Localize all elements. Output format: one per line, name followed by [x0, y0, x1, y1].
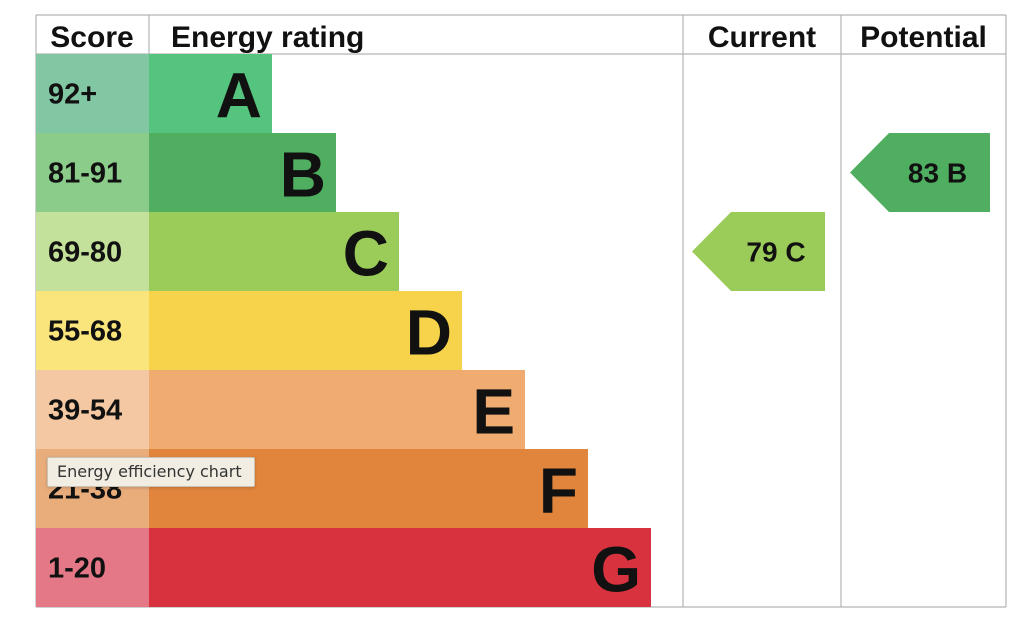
- header-energy-rating: Energy rating: [171, 21, 364, 54]
- potential-rating-label: 83 B: [908, 158, 967, 189]
- score-label: 55-68: [48, 316, 122, 348]
- score-cell: [36, 528, 149, 607]
- band-letter: E: [472, 376, 515, 448]
- current-rating-arrow: [692, 212, 825, 291]
- score-label: 81-91: [48, 158, 122, 190]
- score-label: 39-54: [48, 395, 122, 427]
- band-letter: C: [343, 218, 389, 290]
- tooltip: Energy efficiency chart: [47, 457, 255, 487]
- current-rating-label: 79 C: [746, 237, 805, 268]
- score-label: 92+: [48, 79, 97, 111]
- band-letter: B: [280, 139, 326, 211]
- score-cell: [36, 291, 149, 370]
- band-bar-a: [149, 54, 272, 133]
- band-letter: G: [591, 534, 641, 606]
- band-letter: D: [406, 297, 452, 369]
- band-bar-c: [149, 212, 399, 291]
- score-cell: [36, 212, 149, 291]
- score-label: 69-80: [48, 237, 122, 269]
- header-potential: Potential: [860, 21, 987, 54]
- band-letter: F: [539, 455, 578, 527]
- score-cell: [36, 370, 149, 449]
- score-cell: [36, 133, 149, 212]
- potential-rating-arrow: [850, 133, 990, 212]
- header-current: Current: [708, 21, 816, 54]
- band-bar-e: [149, 370, 525, 449]
- band-bar-b: [149, 133, 336, 212]
- band-bar-g: [149, 528, 651, 607]
- band-letter: A: [216, 60, 262, 132]
- score-cell: [36, 54, 149, 133]
- header-score: Score: [50, 21, 133, 54]
- band-bar-d: [149, 291, 462, 370]
- score-label: 1-20: [48, 553, 106, 585]
